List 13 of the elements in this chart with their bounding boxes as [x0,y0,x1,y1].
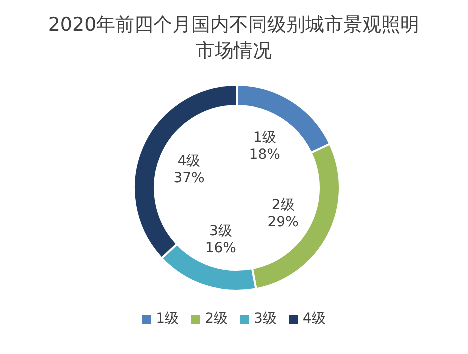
legend-label: 2级 [205,311,228,327]
slice-label: 3级 [209,223,232,240]
data-label: 16% [205,240,236,256]
slice-label: 2级 [272,198,295,214]
data-label: 29% [268,214,299,231]
slice-label: 4级 [178,153,201,170]
legend-label: 4级 [302,311,326,327]
legend-label: 1级 [156,311,180,327]
data-label: 37% [174,170,205,186]
data-label: 18% [249,147,280,164]
chart-title: 2020年前四个月国内不同级别城市景观照明市场情况 [47,13,421,64]
legend-label: 3级 [254,311,277,327]
slice-label: 1级 [253,130,276,146]
